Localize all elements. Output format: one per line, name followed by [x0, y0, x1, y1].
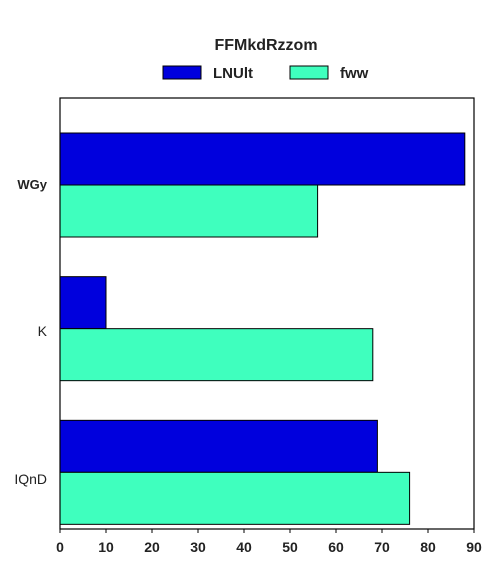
y-tick-label-wgy: WGy — [17, 177, 47, 192]
x-tick-label: 0 — [56, 539, 64, 555]
bar-lnult-k — [59, 276, 107, 330]
legend-swatch-fww — [289, 65, 329, 80]
bar-fww-iqnd — [59, 471, 411, 525]
x-tick-label: 30 — [190, 539, 206, 555]
legend: LNUlt fww — [162, 65, 369, 82]
x-tick-label: 20 — [144, 539, 160, 555]
x-tick-label: 90 — [466, 539, 482, 555]
legend-label-lnuit: LNUlt — [213, 65, 253, 82]
bars-group — [59, 132, 466, 525]
bar-lnult-iqnd — [59, 419, 378, 473]
x-tick-label: 40 — [236, 539, 252, 555]
bar-fww-wgy — [59, 184, 319, 238]
x-tick-label: 50 — [282, 539, 298, 555]
bar-fww-k — [59, 328, 374, 382]
y-tick-label-iqnd: IQnD — [14, 471, 47, 487]
plot-frame — [59, 97, 475, 530]
x-tick-label: 70 — [374, 539, 390, 555]
x-tick-label: 60 — [328, 539, 344, 555]
x-tick-label: 10 — [98, 539, 114, 555]
bar-lnult-wgy — [59, 132, 466, 186]
legend-swatch-lnuit — [162, 65, 202, 80]
legend-label-fww: fww — [340, 65, 369, 82]
y-axis: WGy K IQnD — [14, 177, 47, 487]
y-tick-label-k: K — [38, 323, 48, 339]
x-axis: 0 10 20 30 40 50 60 70 80 90 — [56, 529, 482, 555]
x-tick-label: 80 — [420, 539, 436, 555]
chart-title: FFMkdRzzom — [214, 37, 317, 54]
